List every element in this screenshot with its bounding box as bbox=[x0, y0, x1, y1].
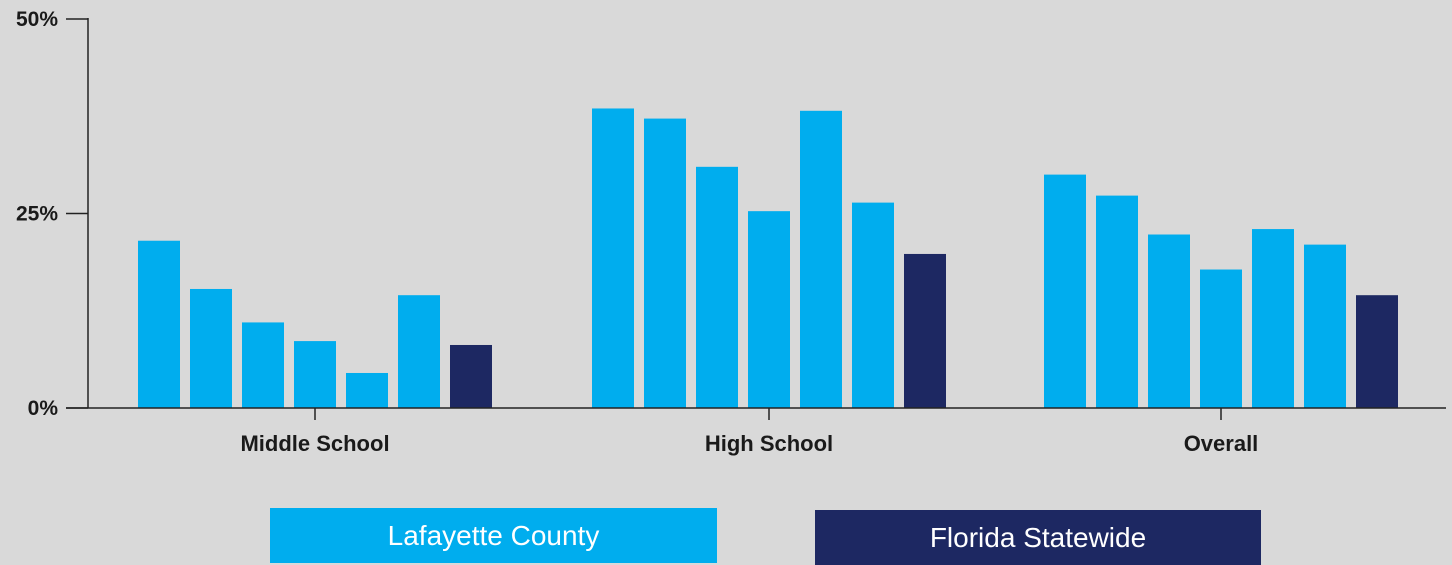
x-tick-label: Overall bbox=[1184, 431, 1259, 456]
legend-label: Florida Statewide bbox=[929, 521, 1147, 553]
bar-high-school-7 bbox=[904, 253, 946, 408]
x-tick-label: High School bbox=[705, 431, 833, 456]
legend-label: Lafayette County bbox=[387, 519, 600, 551]
bars-group bbox=[138, 108, 1398, 409]
bar-overall-7 bbox=[1356, 295, 1398, 408]
bar-high-school-1 bbox=[592, 108, 634, 408]
bar-overall-4 bbox=[1200, 269, 1242, 408]
bar-overall-2 bbox=[1096, 195, 1138, 408]
bar-middle-school-3 bbox=[242, 322, 284, 408]
y-tick-label: 25% bbox=[16, 203, 58, 226]
bar-high-school-6 bbox=[852, 202, 894, 408]
bar-overall-6 bbox=[1304, 244, 1346, 408]
x-tick-label: Middle School bbox=[240, 431, 389, 456]
bar-middle-school-2 bbox=[190, 288, 232, 408]
legend-item-lafayette-county: Lafayette County bbox=[270, 508, 717, 563]
bar-high-school-2 bbox=[644, 118, 686, 409]
bar-middle-school-5 bbox=[346, 372, 388, 408]
bar-middle-school-7 bbox=[450, 344, 492, 408]
axes-group: Middle School High School Overall 0% 25% 50% bbox=[16, 8, 1446, 456]
bar-middle-school-4 bbox=[294, 341, 336, 408]
bar-high-school-5 bbox=[800, 110, 842, 408]
bar-middle-school-6 bbox=[398, 295, 440, 408]
bar-overall-1 bbox=[1044, 174, 1086, 408]
bar-high-school-4 bbox=[748, 211, 790, 408]
y-tick-label: 0% bbox=[28, 397, 59, 420]
bar-middle-school-1 bbox=[138, 240, 180, 408]
bar-high-school-3 bbox=[696, 166, 738, 408]
bar-overall-3 bbox=[1148, 234, 1190, 408]
y-tick-label: 50% bbox=[16, 8, 58, 31]
bar-overall-5 bbox=[1252, 229, 1294, 408]
legend-item-florida-statewide: Florida Statewide bbox=[815, 510, 1261, 565]
